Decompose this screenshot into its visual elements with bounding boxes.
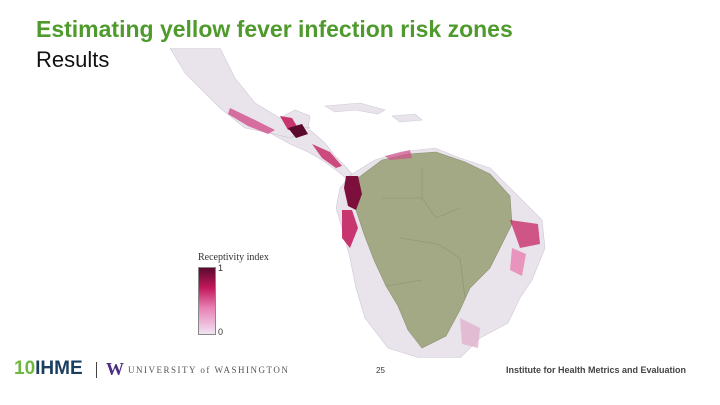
hotspot-venezuela — [385, 150, 412, 160]
hotspot-brazil-northeast — [510, 220, 540, 248]
hotspot-pacific-coast — [228, 108, 275, 134]
cuba — [324, 102, 386, 115]
uw-name: UNIVERSITY of WASHINGTON — [128, 365, 290, 375]
uw-logo-icon: W — [106, 359, 124, 379]
map-legend: Receptivity index 1 0 — [198, 252, 308, 342]
hispaniola — [391, 113, 423, 123]
legend-min-label: 0 — [218, 327, 224, 337]
institute-name: Institute for Health Metrics and Evaluat… — [506, 365, 687, 375]
endemic-zone — [351, 151, 513, 349]
hotspot-central-america — [312, 144, 342, 168]
central-america — [269, 129, 353, 179]
hotspot-south-brazil — [460, 318, 480, 348]
receptivity-map — [169, 48, 546, 358]
yucatan — [279, 109, 311, 129]
hotspot-guatemala — [288, 124, 308, 138]
slide-title: Estimating yellow fever infection risk z… — [36, 16, 513, 42]
page-number: 25 — [376, 366, 385, 375]
slide-footer: 10IHME W UNIVERSITY of WASHINGTON 25 Ins… — [0, 356, 720, 386]
slide-subtitle: Results — [36, 47, 110, 72]
legend-color-bar — [198, 267, 216, 335]
country-borders — [382, 168, 466, 299]
hotspot-colombia — [344, 176, 362, 210]
legend-title: Receptivity index — [198, 252, 269, 263]
legend-max-label: 1 — [218, 263, 224, 273]
footer-separator — [96, 362, 97, 378]
ihme-logo: 10IHME — [14, 358, 83, 379]
hotspot-brazil-east — [510, 248, 526, 276]
hotspot-ecuador-peru — [342, 210, 358, 248]
